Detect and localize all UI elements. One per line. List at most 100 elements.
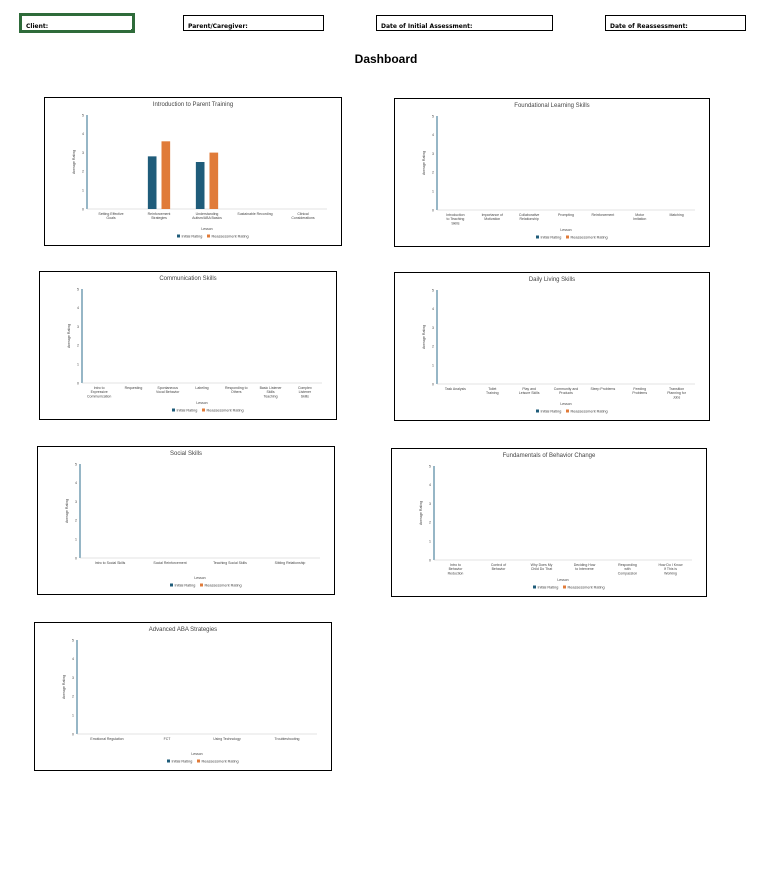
client-label: Client: bbox=[26, 23, 49, 30]
parent-caregiver-field[interactable]: Parent/Caregiver: bbox=[183, 15, 324, 31]
y-tick-label: 5 bbox=[72, 638, 74, 642]
chart-svg: 0 1 2 3 4 5 Average Rating Emotional Regulation… bbox=[62, 638, 317, 764]
y-tick-label: 0 bbox=[77, 381, 79, 385]
x-category-label: Setting Effective Goals bbox=[98, 212, 123, 220]
x-category-label: Task Analysis bbox=[445, 387, 466, 391]
x-category-label: Reinforcement Strategies bbox=[148, 212, 171, 220]
x-category-label: Matching bbox=[669, 213, 683, 217]
y-tick-label: 1 bbox=[432, 364, 434, 368]
legend-swatch-reassessment bbox=[202, 408, 205, 412]
x-category-label: Intro to Expressive Communication bbox=[87, 386, 111, 398]
y-tick-label: 2 bbox=[432, 345, 434, 349]
legend-swatch-reassessment bbox=[566, 409, 569, 413]
legend-initial-label: Initial Rating bbox=[541, 410, 562, 414]
x-category-label: Responding with Compassion bbox=[618, 563, 638, 575]
y-tick-label: 5 bbox=[82, 113, 84, 117]
y-tick-label: 2 bbox=[75, 519, 77, 523]
y-tick-label: 4 bbox=[72, 657, 74, 661]
legend-reassessment-label: Reassessment Rating bbox=[568, 586, 605, 590]
y-tick-label: 1 bbox=[429, 540, 431, 544]
chart-behavior-change[interactable]: Fundamentals of Behavior Change 0 1 2 3 4 5 Ave… bbox=[391, 448, 707, 597]
y-tick-label: 3 bbox=[72, 676, 74, 680]
y-tick-label: 5 bbox=[432, 114, 434, 118]
x-category-label: Basic Listener Skills Teaching bbox=[260, 386, 283, 398]
client-field[interactable]: Client: bbox=[19, 13, 135, 33]
chart-communication-skills[interactable]: Communication Skills 0 1 2 3 4 5 Average Rating… bbox=[39, 271, 337, 420]
x-category-label: Why Does My Child Do That bbox=[531, 563, 553, 571]
y-tick-label: 4 bbox=[82, 132, 84, 136]
x-category-label: Labeling bbox=[195, 386, 208, 390]
selection-handle[interactable] bbox=[131, 29, 132, 30]
bar-initial[interactable] bbox=[147, 156, 157, 209]
chart-title: Social Skills bbox=[169, 451, 202, 457]
y-tick-label: 0 bbox=[432, 382, 434, 386]
chart-social-skills[interactable]: Social Skills 0 1 2 3 4 5 Average Rating Intro t… bbox=[37, 446, 335, 595]
x-category-label: Spontaneous Vocal Behavior bbox=[156, 386, 180, 394]
x-category-label: Transition Planning for Jobs bbox=[667, 387, 687, 399]
y-tick-label: 2 bbox=[72, 695, 74, 699]
x-axis-title: Lesson bbox=[560, 402, 571, 406]
y-tick-label: 1 bbox=[72, 714, 74, 718]
legend-swatch-reassessment bbox=[200, 583, 203, 587]
legend-reassessment-label: Reassessment Rating bbox=[207, 409, 244, 413]
y-axis-title: Average Rating bbox=[419, 501, 423, 525]
x-category-label: Emotional Regulation bbox=[90, 737, 123, 741]
y-tick-label: 2 bbox=[82, 170, 84, 174]
x-category-label: Feeding Problems bbox=[632, 387, 647, 395]
y-tick-label: 3 bbox=[82, 151, 84, 155]
chart-svg: 0 1 2 3 4 5 Average Rating Intro to Expressive Co… bbox=[67, 287, 322, 413]
legend-initial-label: Initial Rating bbox=[538, 586, 559, 590]
x-category-label: Sibling Relationship bbox=[275, 561, 306, 565]
y-tick-label: 2 bbox=[429, 521, 431, 525]
x-axis-title: Lesson bbox=[194, 576, 205, 580]
legend-swatch-reassessment bbox=[207, 234, 210, 238]
y-axis-title: Average Rating bbox=[67, 324, 71, 348]
x-category-label: Teaching Social Skills bbox=[213, 561, 247, 565]
x-category-label: Motor Imitation bbox=[633, 213, 646, 221]
chart-svg: 0 1 2 3 4 5 Average Rating Introduction to Teach… bbox=[422, 114, 695, 240]
y-tick-label: 2 bbox=[432, 171, 434, 175]
y-tick-label: 0 bbox=[429, 558, 431, 562]
y-tick-label: 3 bbox=[77, 325, 79, 329]
bar-reassessment[interactable] bbox=[209, 152, 219, 209]
y-tick-label: 4 bbox=[432, 307, 434, 311]
x-category-label: Community and Products bbox=[554, 387, 579, 395]
x-category-label: Toilet Training bbox=[486, 387, 499, 395]
legend-swatch-initial bbox=[533, 585, 536, 589]
y-axis-title: Average Rating bbox=[62, 675, 66, 699]
x-category-label: Complex Listener Skills bbox=[298, 386, 312, 398]
x-category-label: Introduction to Teaching Skills bbox=[446, 213, 464, 225]
legend-swatch-initial bbox=[172, 408, 175, 412]
y-tick-label: 1 bbox=[77, 363, 79, 367]
initial-assessment-date-label: Date of Initial Assessment: bbox=[381, 23, 473, 30]
y-tick-label: 5 bbox=[77, 287, 79, 291]
x-category-label: Intro to Behavior Reduction bbox=[448, 563, 464, 575]
chart-advanced-aba[interactable]: Advanced ABA Strategies 0 1 2 3 4 5 Average Rat… bbox=[34, 622, 332, 771]
y-axis-title: Average Rating bbox=[65, 499, 69, 523]
legend-reassessment-label: Reassessment Rating bbox=[202, 760, 239, 764]
x-category-label: Intro to Social Skills bbox=[95, 561, 126, 565]
x-category-label: Prompting bbox=[558, 213, 574, 217]
reassessment-date-field[interactable]: Date of Reassessment: bbox=[605, 15, 746, 31]
legend-initial-label: Initial Rating bbox=[182, 235, 203, 239]
y-tick-label: 1 bbox=[75, 538, 77, 542]
x-category-label: Importance of Motivation bbox=[482, 213, 503, 221]
legend-swatch-reassessment bbox=[563, 585, 566, 589]
y-axis-title: Average Rating bbox=[422, 151, 426, 175]
initial-assessment-date-field[interactable]: Date of Initial Assessment: bbox=[376, 15, 553, 31]
legend-initial-label: Initial Rating bbox=[172, 760, 193, 764]
chart-foundational-learning[interactable]: Foundational Learning Skills 0 1 2 3 4 5 Averag… bbox=[394, 98, 710, 247]
bar-reassessment[interactable] bbox=[161, 141, 171, 209]
chart-title: Fundamentals of Behavior Change bbox=[502, 453, 596, 459]
chart-intro-parent-training[interactable]: Introduction to Parent Training 0 1 2 3 4 5 Ave… bbox=[44, 97, 342, 246]
legend-swatch-initial bbox=[536, 235, 539, 239]
chart-title: Introduction to Parent Training bbox=[152, 102, 234, 108]
legend-swatch-initial bbox=[167, 759, 170, 763]
x-category-label: Play and Leisure Skills bbox=[519, 387, 540, 395]
chart-daily-living[interactable]: Daily Living Skills 0 1 2 3 4 5 Average Rating T… bbox=[394, 272, 710, 421]
chart-title: Communication Skills bbox=[159, 276, 217, 282]
y-tick-label: 3 bbox=[429, 502, 431, 506]
legend-swatch-initial bbox=[170, 583, 173, 587]
bar-initial[interactable] bbox=[195, 162, 205, 209]
y-tick-label: 0 bbox=[75, 556, 77, 560]
